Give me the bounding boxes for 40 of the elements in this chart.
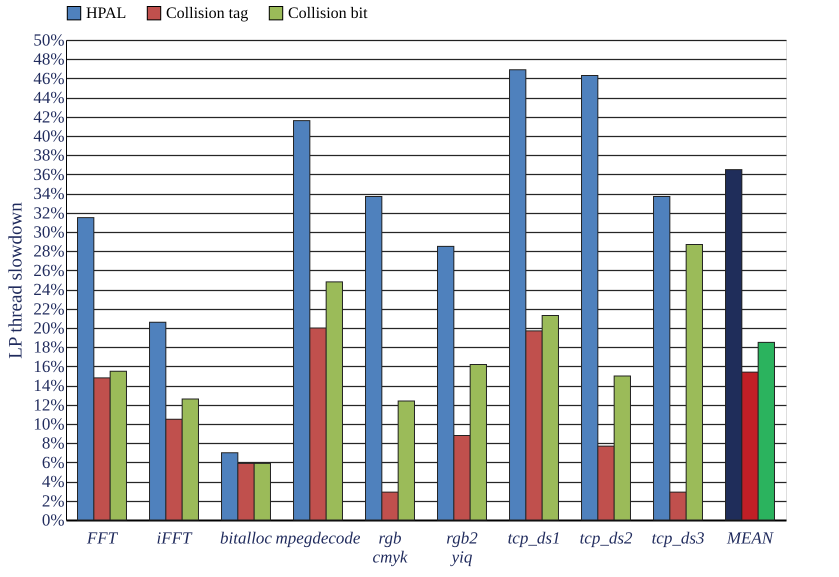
x-tick-label: bitalloc — [220, 528, 272, 548]
y-tick-label: 38% — [33, 146, 64, 165]
x-tick-label: iFFT — [156, 528, 194, 548]
x-tick-label: rgb2 yiq — [446, 528, 478, 566]
legend-label: Collision tag — [166, 5, 248, 22]
x-tick-label: FFT — [86, 528, 119, 548]
y-tick-label: 4% — [42, 472, 64, 492]
y-tick-label: 8% — [42, 434, 64, 453]
y-tick-label: 50% — [33, 30, 64, 50]
y-tick-label: 18% — [33, 338, 64, 357]
x-tick-label: mpegdecode — [276, 528, 361, 548]
x-tick-label: tcp_ds2 — [580, 528, 633, 548]
y-tick-label: 10% — [33, 414, 64, 434]
y-axis-title: LP thread slowdown — [5, 202, 26, 359]
x-tick-label: rgb cmyk — [372, 528, 408, 566]
legend-label: Collision bit — [288, 5, 368, 22]
y-tick-label: 28% — [33, 242, 64, 261]
y-tick-label: 32% — [33, 203, 64, 222]
y-tick-label: 0% — [42, 510, 64, 530]
y-tick-label: 20% — [33, 318, 64, 338]
y-tick-label: 48% — [33, 50, 64, 69]
y-tick-label: 24% — [33, 280, 64, 300]
y-tick-label: 12% — [33, 395, 64, 414]
y-tick-label: 6% — [42, 452, 64, 472]
x-tick-label: tcp_ds3 — [652, 528, 704, 548]
x-tick-label: tcp_ds1 — [508, 528, 560, 548]
y-tick-label: 26% — [33, 260, 64, 280]
y-tick-label: 2% — [42, 491, 64, 510]
y-tick-label: 40% — [33, 126, 64, 146]
y-tick-label: 30% — [33, 222, 64, 242]
y-tick-label: 16% — [33, 356, 64, 376]
y-tick-label: 36% — [33, 164, 64, 184]
y-tick-label: 14% — [33, 376, 64, 396]
x-tick-label: MEAN — [726, 528, 775, 548]
y-tick-label: 34% — [33, 184, 64, 204]
y-tick-label: 42% — [33, 107, 64, 126]
y-tick-label: 46% — [33, 68, 64, 88]
legend-label: HPAL — [86, 5, 126, 22]
y-tick-label: 22% — [33, 299, 64, 318]
y-tick-label: 44% — [33, 88, 64, 108]
